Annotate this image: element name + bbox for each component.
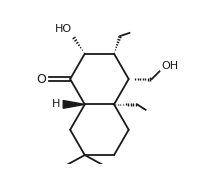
Polygon shape bbox=[63, 100, 85, 108]
Text: HO: HO bbox=[55, 24, 72, 34]
Text: O: O bbox=[36, 72, 46, 86]
Text: OH: OH bbox=[161, 61, 178, 71]
Text: H: H bbox=[52, 99, 60, 109]
